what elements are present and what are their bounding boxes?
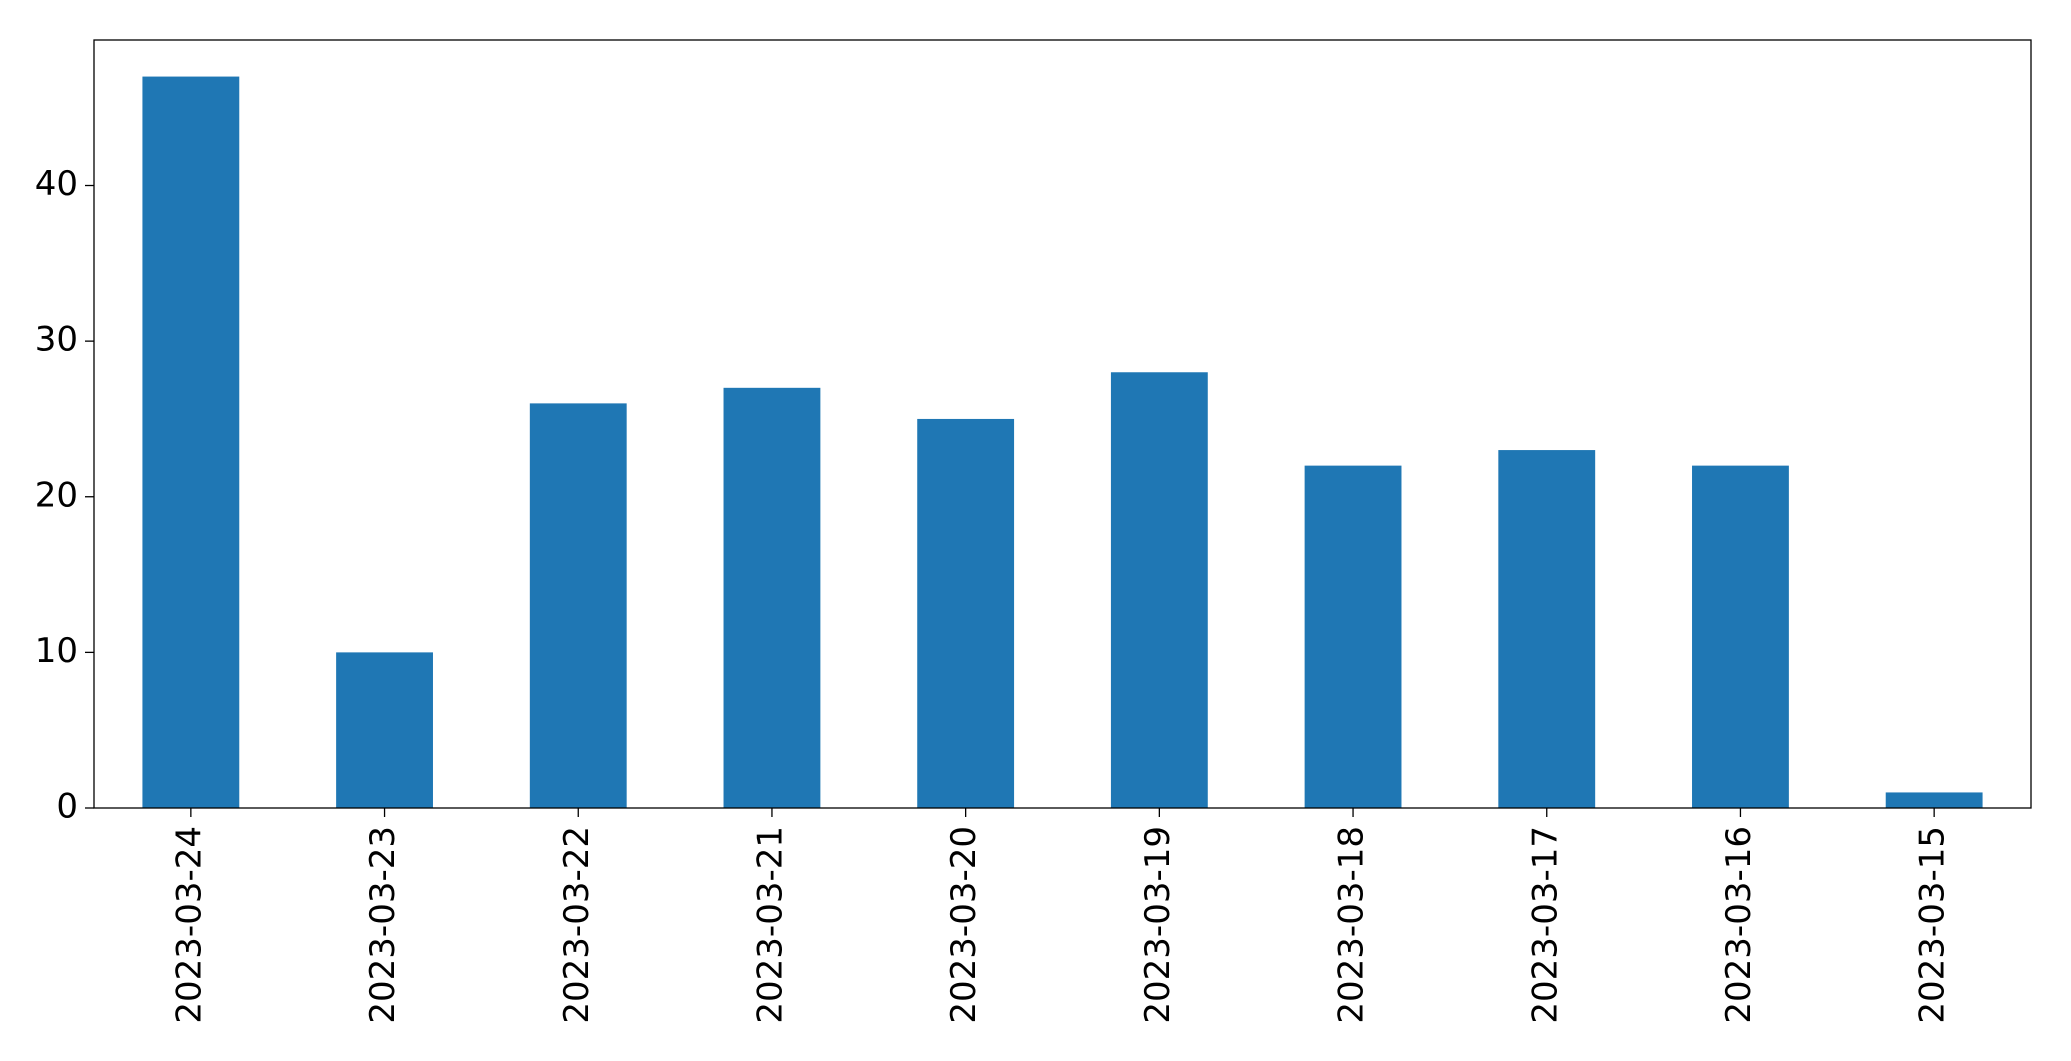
x-tick-label: 2023-03-16 <box>1719 826 1759 1024</box>
x-tick-label: 2023-03-19 <box>1138 826 1178 1024</box>
x-tick-label: 2023-03-22 <box>557 826 597 1024</box>
x-tick-label: 2023-03-23 <box>363 826 403 1024</box>
bar <box>1498 450 1596 808</box>
bar <box>142 76 240 809</box>
y-tick-label: 40 <box>35 164 78 204</box>
bar <box>1885 792 1983 808</box>
bar <box>917 418 1015 808</box>
x-tick-label: 2023-03-17 <box>1525 826 1565 1024</box>
bar <box>336 652 433 808</box>
bar <box>1110 372 1208 808</box>
bar <box>1304 465 1402 808</box>
bar <box>529 403 627 808</box>
x-tick-label: 2023-03-18 <box>1332 826 1372 1024</box>
bar <box>723 387 821 808</box>
x-tick-label: 2023-03-24 <box>169 826 209 1024</box>
y-tick-label: 30 <box>35 320 78 360</box>
x-tick-label: 2023-03-15 <box>1913 826 1953 1024</box>
bar <box>1692 465 1789 808</box>
x-tick-label: 2023-03-20 <box>944 826 984 1024</box>
plot-frame <box>93 39 2032 809</box>
y-tick-label: 10 <box>35 631 78 671</box>
x-tick-label: 2023-03-21 <box>750 826 790 1024</box>
y-tick-label: 20 <box>35 475 78 515</box>
y-tick-label: 0 <box>56 787 78 827</box>
